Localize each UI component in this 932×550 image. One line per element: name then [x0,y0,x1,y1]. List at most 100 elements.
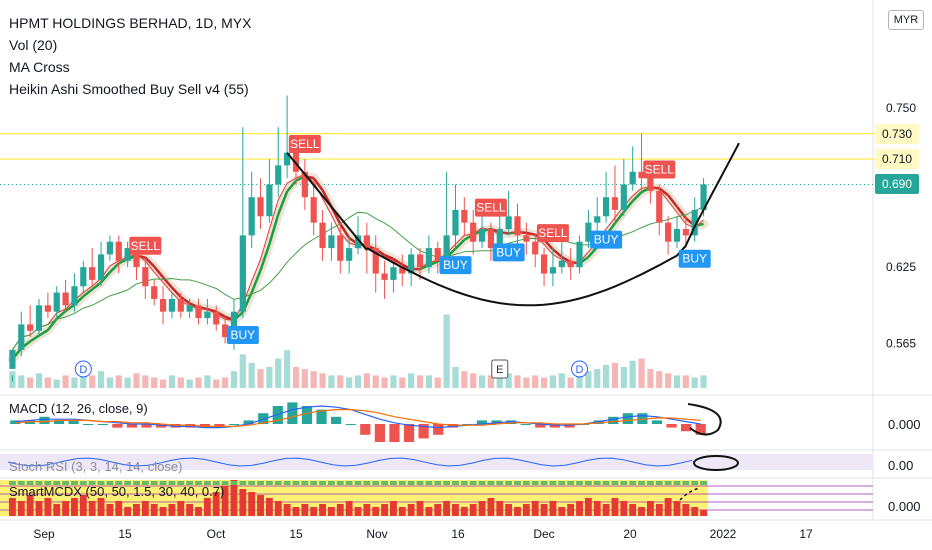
smart-top-bar [558,481,566,485]
buy-signal-label: BUY [439,256,472,275]
svg-text:SELL: SELL [131,239,161,253]
candle-body [629,171,636,185]
smart-top-bar [478,481,486,485]
smart-bar [257,495,264,516]
candle-body [647,178,654,191]
candle-body [275,165,282,185]
candle-body [611,197,619,210]
candle-body [567,260,574,268]
heikin-segment [526,231,536,236]
smart-top-bar [71,481,78,485]
macd-pane-label[interactable]: MACD (12, 26, close, 9) [9,401,148,416]
candle-body [434,248,441,261]
smart-top-bar [567,481,575,485]
smart-bar [283,504,291,516]
smart-bar [469,504,477,516]
smart-bar [602,504,610,516]
candle-body [603,197,610,217]
smart-bar [354,507,362,516]
volume-bar [408,373,415,388]
currency-button[interactable]: MYR [888,10,924,30]
indicator-ma-cross[interactable]: MA Cross [9,59,70,75]
smart-top-bar [62,481,70,485]
macd-histogram-bar [97,424,108,425]
smart-pane-label[interactable]: SmartMCDX (50, 50, 1.5, 30, 40, 0.7) [9,484,225,499]
candle-body [89,267,96,280]
smart-top-bar [265,481,273,485]
ma-fast-line [11,173,704,351]
heikin-segment [38,329,49,337]
smart-bar [434,504,442,516]
volume-bar [399,377,406,388]
volume-bar [71,377,78,388]
svg-text:BUY: BUY [594,233,619,247]
symbol-title[interactable]: HPMT HOLDINGS BERHAD, 1D, MYX [9,15,252,31]
smart-bar [673,501,681,516]
smart-bar [150,504,158,516]
volume-bar [514,375,521,388]
smart-bar [327,507,335,516]
smart-top-bar [452,481,459,485]
volume-bar [585,371,592,388]
candle-body [470,222,477,242]
volume-bar [452,367,459,388]
candle-body [620,184,627,210]
volume-bar [257,369,264,388]
smart-bar [265,498,273,516]
volume-bar [647,369,654,388]
sell-signal-label: SELL [129,236,162,255]
candle-body [416,254,424,268]
volume-bar [337,375,344,388]
candle-body [700,184,707,210]
volume-bar [230,371,238,388]
stoch-pane-label[interactable]: Stoch RSI (3, 3, 14, 14, close) [9,459,183,474]
smart-top-bar [115,481,123,485]
smart-bar [620,501,628,516]
candle-body [585,222,592,242]
volume-bar [18,375,25,388]
heikin-segment [46,317,58,331]
smart-bar [292,507,300,516]
smart-bar [115,501,123,516]
smart-top-bar [239,481,247,485]
smart-bar [549,501,557,516]
smart-bar [26,495,34,516]
candle-body [53,292,60,312]
volume-bar [151,377,158,388]
volume-bar [576,375,583,388]
smart-top-bar [150,481,158,485]
candle-body [319,222,326,249]
indicator-heikin-ashi[interactable]: Heikin Ashi Smoothed Buy Sell v4 (55) [9,81,249,97]
stoch-k-line [7,457,693,467]
smart-bar [248,492,256,516]
volume-bar [416,375,424,388]
svg-text:D: D [576,364,584,376]
smart-bar [655,504,663,516]
macd-histogram-bar [83,424,94,425]
smart-bar [425,507,433,516]
smart-top-bar [487,481,495,485]
volume-bar [266,367,273,388]
smart-top-bar [35,481,43,485]
price-tag-resistance-high: 0.730 [875,123,919,144]
macd-histogram-bar [476,420,488,424]
volume-bar [168,375,176,388]
candle-body [248,197,255,236]
x-tick-label: 2022 [710,527,737,541]
smart-bar [79,495,87,516]
volume-bar [159,379,167,388]
smart-bar [664,498,672,516]
candle-body [239,235,246,312]
heikin-segment [180,296,191,305]
volume-bar [656,371,663,388]
indicator-vol[interactable]: Vol (20) [9,37,58,53]
smart-bar [62,501,70,516]
candle-body [354,235,362,249]
macd-histogram-bar [374,424,385,442]
y-tick-label: 0.750 [886,101,916,115]
smart-bar [567,504,575,516]
candle-body [221,324,229,338]
svg-text:BUY: BUY [443,258,468,272]
price-tag-last: 0.690 [875,174,919,195]
